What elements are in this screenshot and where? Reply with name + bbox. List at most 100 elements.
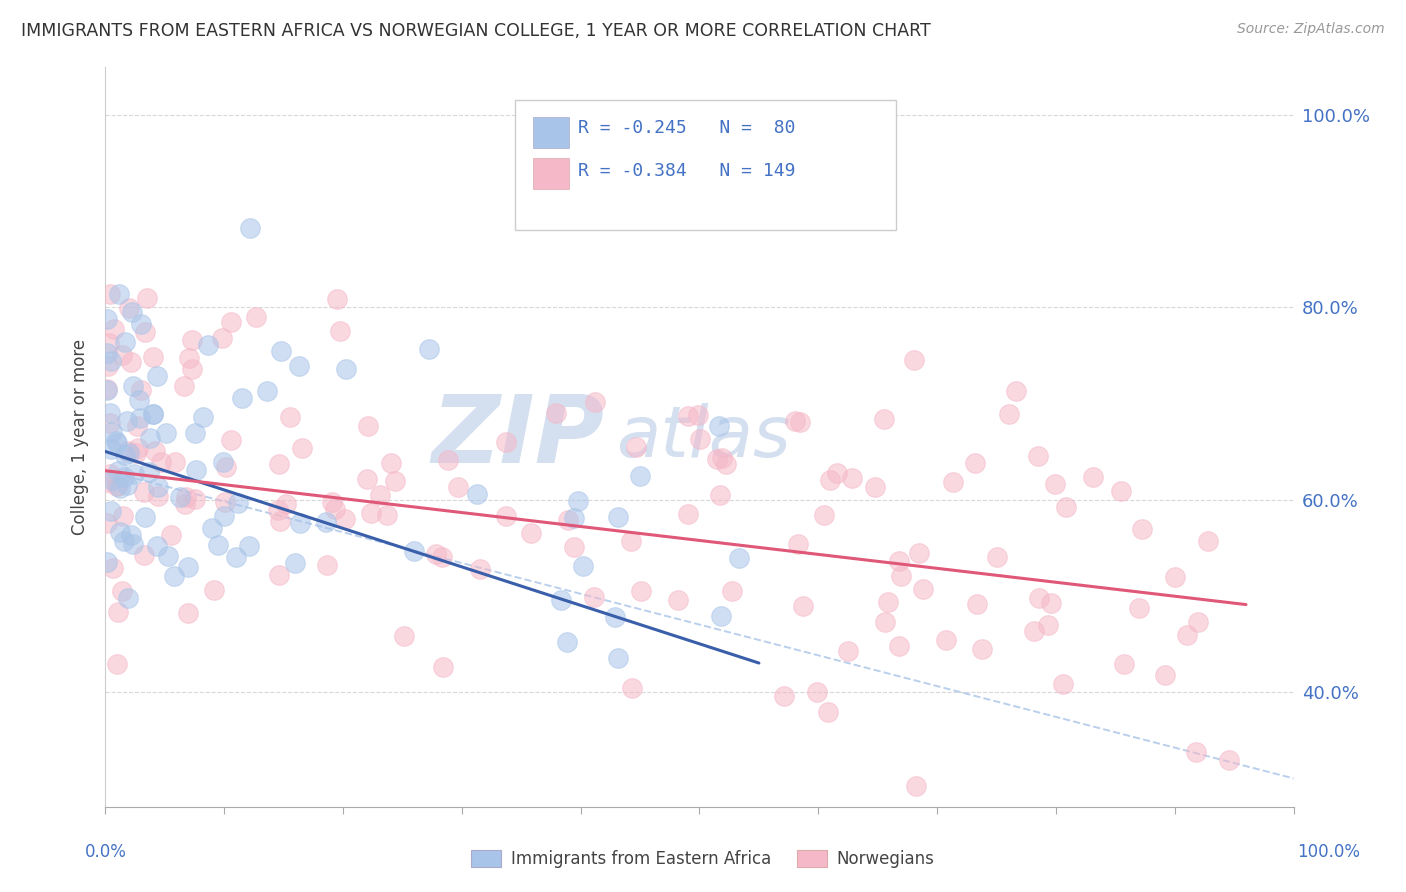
Text: R = -0.245   N =  80: R = -0.245 N = 80 [578,120,796,137]
Point [875,615,897,630]
Point [873,411,896,425]
Point [907,546,929,560]
Point [711,450,734,465]
Point [720,583,742,598]
Point [127,418,149,433]
Point [122,537,145,551]
Point [686,409,709,423]
Point [370,488,392,502]
Point [911,582,934,596]
Point [105,478,128,492]
Point [177,606,200,620]
Point [315,515,337,529]
Point [97,359,120,373]
Point [1185,745,1208,759]
Point [129,411,152,425]
Point [287,359,309,374]
Point [174,490,197,504]
Point [146,480,169,494]
Point [603,610,626,624]
Point [225,550,247,565]
Point [211,331,233,345]
Point [606,651,628,665]
Point [290,516,312,530]
Point [211,455,233,469]
Point [1022,624,1045,638]
Point [181,362,204,376]
Point [100,473,122,487]
Point [212,509,235,524]
Point [1197,533,1219,548]
Point [789,415,811,429]
Point [375,508,398,522]
Point [863,480,886,494]
Point [1130,523,1153,537]
Point [117,478,139,492]
Point [666,592,689,607]
Text: atlas: atlas [616,402,792,472]
Point [141,408,163,422]
Point [357,418,380,433]
Point [120,355,142,369]
Point [620,681,643,695]
Point [772,690,794,704]
Point [1036,617,1059,632]
Point [1111,483,1133,498]
Point [231,391,253,405]
Point [572,559,595,574]
Point [96,382,118,396]
Text: R = -0.384   N = 149: R = -0.384 N = 149 [578,161,796,179]
Point [418,342,440,356]
Point [100,442,122,456]
FancyBboxPatch shape [533,158,569,189]
Point [890,569,912,583]
Point [783,414,806,428]
Point [134,510,156,524]
Point [96,346,118,360]
Point [325,501,347,516]
Point [101,560,124,574]
Point [149,455,172,469]
Point [98,287,121,301]
Point [267,568,290,582]
Point [118,445,141,459]
Point [96,312,118,326]
Point [825,466,848,480]
Point [105,657,128,672]
Point [905,780,928,794]
Point [98,336,121,351]
Point [1164,569,1187,583]
Point [226,495,249,509]
Point [142,408,165,422]
Point [333,512,356,526]
Point [877,595,900,609]
Point [111,348,134,362]
Point [806,685,828,699]
Point [120,528,142,542]
Point [966,597,988,611]
Point [202,582,225,597]
Point [207,538,229,552]
Point [1054,500,1077,514]
Point [215,459,238,474]
Point [197,338,219,352]
Point [121,378,143,392]
Point [841,470,863,484]
Point [131,317,153,331]
Point [174,497,197,511]
Point [96,516,118,530]
Point [98,416,121,430]
Point [942,475,965,489]
Point [792,599,814,613]
Point [1154,668,1177,682]
Point [270,343,292,358]
Point [108,481,131,495]
Point [813,508,835,522]
Point [183,492,205,507]
Point [142,351,165,365]
Point [125,446,148,460]
Point [135,291,157,305]
FancyBboxPatch shape [533,117,569,148]
Point [105,435,128,450]
Point [1128,600,1150,615]
